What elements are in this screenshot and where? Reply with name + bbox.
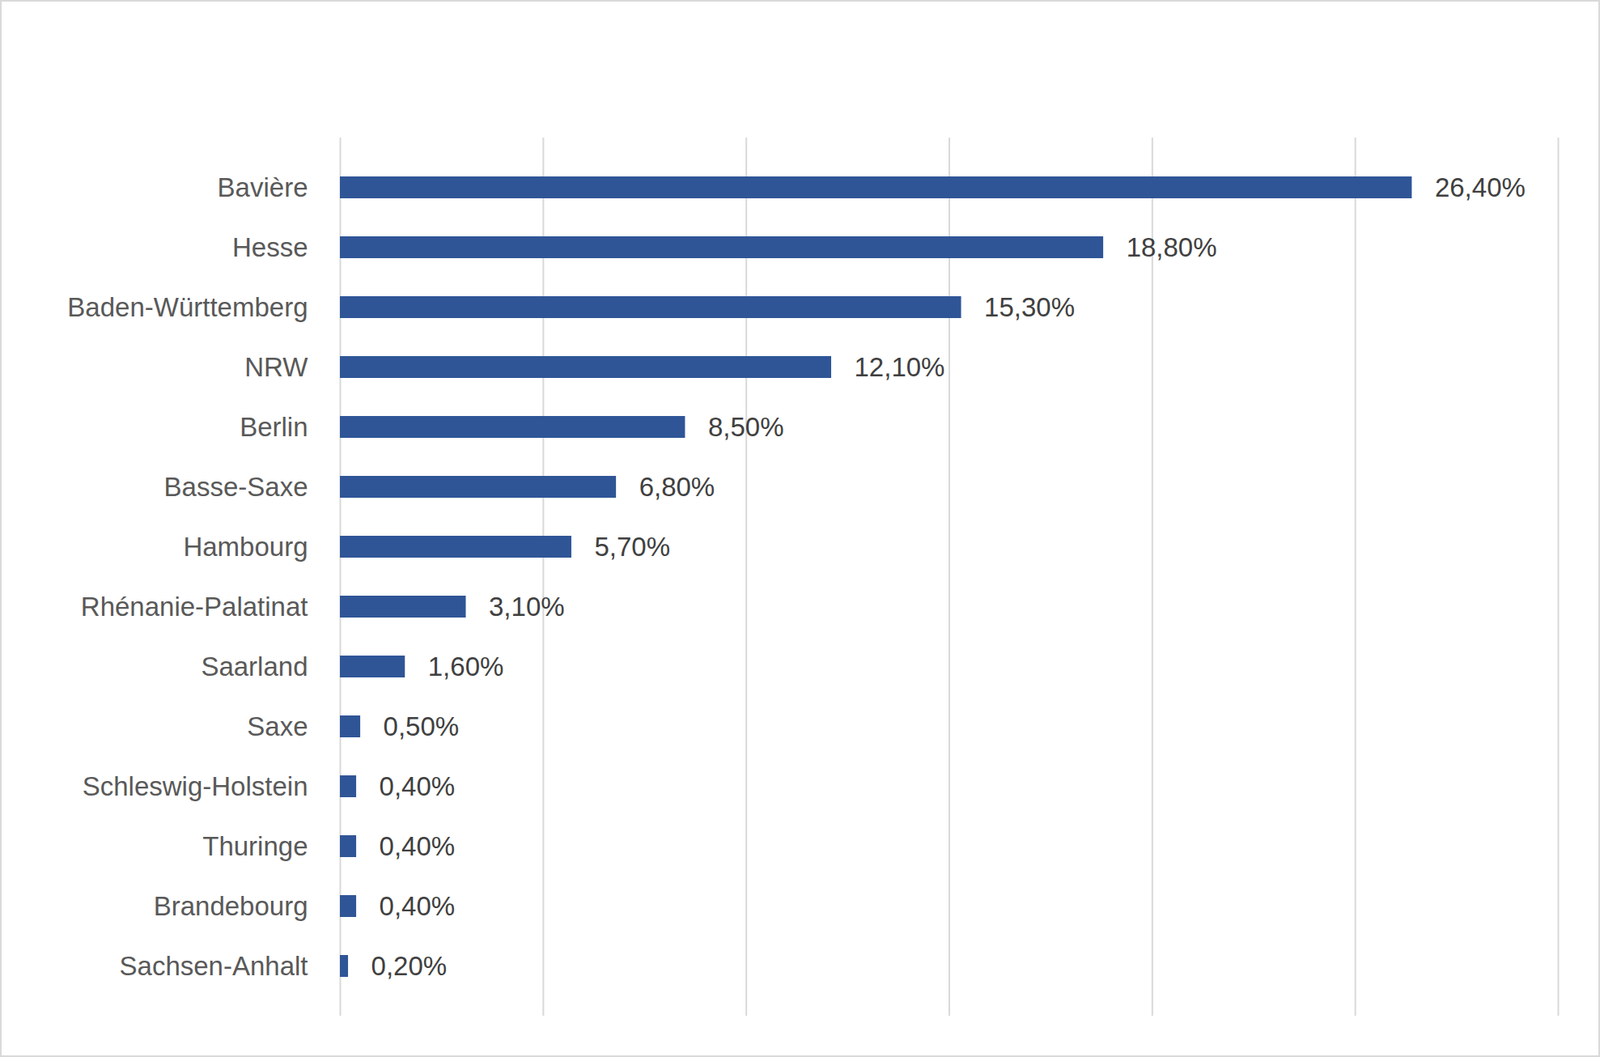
svg-text:Saxe: Saxe	[246, 711, 308, 742]
svg-text:Rhénanie-Palatinat: Rhénanie-Palatinat	[80, 591, 309, 622]
svg-text:18,80%: 18,80%	[1126, 232, 1218, 263]
svg-text:0,40%: 0,40%	[379, 771, 456, 802]
svg-text:Bavière: Bavière	[217, 172, 309, 203]
svg-text:Hambourg: Hambourg	[182, 531, 308, 562]
svg-text:5,70%: 5,70%	[594, 531, 671, 562]
svg-text:NRW: NRW	[244, 352, 309, 382]
svg-text:Saarland: Saarland	[200, 651, 308, 682]
svg-text:26,40%: 26,40%	[1434, 172, 1526, 203]
svg-text:12,10%: 12,10%	[854, 352, 946, 382]
svg-text:0,20%: 0,20%	[371, 950, 448, 981]
svg-text:Sachsen-Anhalt: Sachsen-Anhalt	[119, 950, 309, 981]
svg-text:6,80%: 6,80%	[639, 471, 716, 502]
svg-text:15,30%: 15,30%	[984, 292, 1075, 323]
svg-text:Basse-Saxe: Basse-Saxe	[164, 471, 309, 502]
svg-text:0,40%: 0,40%	[379, 831, 456, 862]
svg-text:0,40%: 0,40%	[379, 891, 456, 921]
svg-text:Thuringe: Thuringe	[202, 831, 308, 862]
svg-text:Brandebourg: Brandebourg	[153, 891, 309, 921]
svg-text:0,50%: 0,50%	[383, 711, 460, 742]
svg-text:Berlin: Berlin	[239, 411, 308, 442]
svg-text:1,60%: 1,60%	[428, 651, 505, 682]
svg-text:3,10%: 3,10%	[488, 591, 565, 622]
svg-text:8,50%: 8,50%	[708, 411, 785, 442]
svg-text:Baden-Württemberg: Baden-Württemberg	[67, 292, 308, 323]
svg-text:Schleswig-Holstein: Schleswig-Holstein	[82, 771, 309, 802]
svg-text:Hesse: Hesse	[232, 232, 309, 263]
